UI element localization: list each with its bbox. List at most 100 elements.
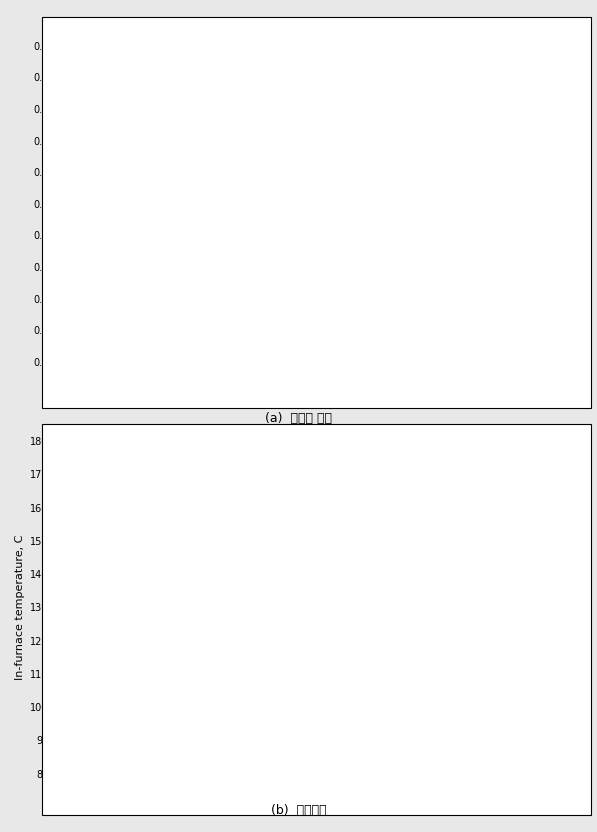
Line: #75 (Oxy-25/75-25-21/26.3-80.72)단무: #75 (Oxy-25/75-25-21/26.3-80.72)단무 [205,163,498,324]
#82 (Air-25/75-21-21/21-80.72)단무 [108,611,115,621]
#84 (Air-33/67-21-21/21-80.72)단무 [204,159,211,169]
#74 (Oxy-25/75-25-10/30-80.72)단무 [394,276,401,286]
#102 (Oxy-25/75-25-21/26.3-81.17)단무 [214,161,221,171]
#74 (Oxy-25/75-25-10/30-80.72)단무 [295,270,302,280]
#93 (Oxy-25/75-29-29/29-81.17)단무 [394,716,401,726]
#100 (Oxy-25/75-25-5/31.7-81.17)단무 [204,159,211,169]
Line: #84 (Air-33/67-21-21/21-80.72)단무: #84 (Air-33/67-21-21/21-80.72)단무 [205,162,498,326]
Text: (a)  전열량 분포: (a) 전열량 분포 [265,412,332,425]
#82 (Air-25/75-21-21/21-80.72)단무 [394,273,401,283]
#84 (Air-33/67-21-21/21-80.72)단무 [214,159,221,169]
#65 (Oxy-25/75-27-27/27-80.72)단무 [204,161,211,171]
#65 (Oxy-25/75-27-27/27-80.72)단무 [493,744,500,754]
#101 (Oxy-25/75-25-10/30-81.17)단무 [214,159,221,169]
#75 (Oxy-25/75-25-21/26.3-80.72)단무 [493,746,500,756]
Text: (b)  온도분포: (b) 온도분포 [270,804,327,817]
#84 (Air-33/67-21-21/21-80.72)단무 [394,697,401,707]
#101 (Oxy-25/75-25-10/30-81.17)단무 [394,703,401,713]
#74 (Oxy-25/75-25-10/30-80.72)단무 [214,171,221,181]
Line: #74 (Oxy-25/75-25-10/30-80.72)단무: #74 (Oxy-25/75-25-10/30-80.72)단무 [109,580,498,754]
#102 (Oxy-25/75-25-21/26.3-81.17)단무 [295,264,302,274]
#93 (Oxy-25/75-29-29/29-81.17)단무 [295,653,302,663]
#102 (Oxy-25/75-25-21/26.3-81.17)단무 [493,748,500,758]
#83 (Air-29/71-21-21/21-80.72)단무 [493,316,500,326]
#82 (Air-25/75-21-21/21-80.72)단무 [295,652,302,662]
Line: #93 (Oxy-25/75-29-29/29-81.17)단무: #93 (Oxy-25/75-29-29/29-81.17)단무 [205,154,498,324]
#82 (Air-25/75-21-21/21-80.72)단무 [394,711,401,721]
Y-axis label: In-furnace temperature, C: In-furnace temperature, C [15,535,24,680]
#93 (Oxy-25/75-29-29/29-81.17)단무 [212,604,219,614]
X-axis label: Downstream distance from burner, m: Downstream distance from burner, m [215,383,424,393]
#83 (Air-29/71-21-21/21-80.72)단무 [204,159,211,169]
#84 (Air-33/67-21-21/21-80.72)단무 [493,319,500,329]
#65 (Oxy-25/75-27-27/27-80.72)단무 [493,317,500,327]
Line: #102 (Oxy-25/75-25-21/26.3-81.17)단무: #102 (Oxy-25/75-25-21/26.3-81.17)단무 [109,613,498,755]
#100 (Oxy-25/75-25-5/31.7-81.17)단무 [108,566,115,576]
#100 (Oxy-25/75-25-5/31.7-81.17)단무 [212,609,219,619]
Line: #82 (Air-25/75-21-21/21-80.72)단무: #82 (Air-25/75-21-21/21-80.72)단무 [109,605,498,736]
#83 (Air-29/71-21-21/21-80.72)단무 [394,699,401,709]
Line: #65 (Oxy-25/75-27-27/27-80.72)단무: #65 (Oxy-25/75-27-27/27-80.72)단무 [205,163,498,324]
#65 (Oxy-25/75-27-27/27-80.72)단무 [394,716,401,726]
#84 (Air-33/67-21-21/21-80.72)단무 [212,602,219,612]
#65 (Oxy-25/75-27-27/27-80.72)단무 [394,275,401,285]
#82 (Air-25/75-21-21/21-80.72)단무 [295,264,302,274]
#100 (Oxy-25/75-25-5/31.7-81.17)단무 [295,652,302,662]
#65 (Oxy-25/75-27-27/27-80.72)단무 [108,601,115,611]
#75 (Oxy-25/75-25-21/26.3-80.72)단무 [295,264,302,274]
#65 (Oxy-25/75-27-27/27-80.72)단무 [214,161,221,171]
#75 (Oxy-25/75-25-21/26.3-80.72)단무 [214,161,221,171]
Line: #100 (Oxy-25/75-25-5/31.7-81.17)단무: #100 (Oxy-25/75-25-5/31.7-81.17)단무 [109,568,498,740]
Line: #65 (Oxy-25/75-27-27/27-80.72)단무: #65 (Oxy-25/75-27-27/27-80.72)단무 [109,603,498,751]
#100 (Oxy-25/75-25-5/31.7-81.17)단무 [214,159,221,169]
#75 (Oxy-25/75-25-21/26.3-80.72)단무 [394,276,401,286]
#82 (Air-25/75-21-21/21-80.72)단무 [493,317,500,327]
#82 (Air-25/75-21-21/21-80.72)단무 [493,729,500,739]
#101 (Oxy-25/75-25-10/30-81.17)단무 [212,614,219,624]
#74 (Oxy-25/75-25-10/30-80.72)단무 [493,746,500,756]
#93 (Oxy-25/75-29-29/29-81.17)단무 [493,316,500,326]
#82 (Air-25/75-21-21/21-80.72)단무 [204,159,211,169]
#84 (Air-33/67-21-21/21-80.72)단무 [295,264,302,274]
#74 (Oxy-25/75-25-10/30-80.72)단무 [204,171,211,181]
#102 (Oxy-25/75-25-21/26.3-81.17)단무 [394,713,401,723]
#100 (Oxy-25/75-25-5/31.7-81.17)단무 [295,262,302,272]
Line: #102 (Oxy-25/75-25-21/26.3-81.17)단무: #102 (Oxy-25/75-25-21/26.3-81.17)단무 [205,163,498,324]
#75 (Oxy-25/75-25-21/26.3-80.72)단무 [204,161,211,171]
Line: #100 (Oxy-25/75-25-5/31.7-81.17)단무: #100 (Oxy-25/75-25-5/31.7-81.17)단무 [205,162,498,324]
Line: #82 (Air-25/75-21-21/21-80.72)단무: #82 (Air-25/75-21-21/21-80.72)단무 [205,162,498,324]
#75 (Oxy-25/75-25-21/26.3-80.72)단무 [295,653,302,663]
#74 (Oxy-25/75-25-10/30-80.72)단무 [394,716,401,726]
#93 (Oxy-25/75-29-29/29-81.17)단무 [204,151,211,161]
#83 (Air-29/71-21-21/21-80.72)단무 [295,651,302,661]
#102 (Oxy-25/75-25-21/26.3-81.17)단무 [493,317,500,327]
#101 (Oxy-25/75-25-10/30-81.17)단무 [493,745,500,755]
Line: #75 (Oxy-25/75-25-21/26.3-80.72)단무: #75 (Oxy-25/75-25-21/26.3-80.72)단무 [109,595,498,754]
#102 (Oxy-25/75-25-21/26.3-81.17)단무 [108,611,115,621]
#93 (Oxy-25/75-29-29/29-81.17)단무 [108,551,115,561]
#100 (Oxy-25/75-25-5/31.7-81.17)단무 [493,317,500,327]
Line: #84 (Air-33/67-21-21/21-80.72)단무: #84 (Air-33/67-21-21/21-80.72)단무 [109,605,498,741]
#84 (Air-33/67-21-21/21-80.72)단무 [295,629,302,639]
#83 (Air-29/71-21-21/21-80.72)단무 [108,612,115,622]
#101 (Oxy-25/75-25-10/30-81.17)단무 [394,275,401,285]
#83 (Air-29/71-21-21/21-80.72)단무 [493,730,500,740]
Line: #74 (Oxy-25/75-25-10/30-80.72)단무: #74 (Oxy-25/75-25-10/30-80.72)단무 [205,173,498,329]
#100 (Oxy-25/75-25-5/31.7-81.17)단무 [493,732,500,742]
Line: #101 (Oxy-25/75-25-10/30-81.17)단무: #101 (Oxy-25/75-25-10/30-81.17)단무 [205,162,498,324]
#101 (Oxy-25/75-25-10/30-81.17)단무 [295,262,302,272]
#93 (Oxy-25/75-29-29/29-81.17)단무 [295,260,302,270]
#82 (Air-25/75-21-21/21-80.72)단무 [214,159,221,169]
#74 (Oxy-25/75-25-10/30-80.72)단무 [295,649,302,659]
#101 (Oxy-25/75-25-10/30-81.17)단무 [108,602,115,612]
#101 (Oxy-25/75-25-10/30-81.17)단무 [204,159,211,169]
#83 (Air-29/71-21-21/21-80.72)단무 [212,604,219,614]
#84 (Air-33/67-21-21/21-80.72)단무 [394,275,401,285]
Line: #101 (Oxy-25/75-25-10/30-81.17)단무: #101 (Oxy-25/75-25-10/30-81.17)단무 [109,605,498,752]
Line: #83 (Air-29/71-21-21/21-80.72)단무: #83 (Air-29/71-21-21/21-80.72)단무 [205,162,498,324]
#93 (Oxy-25/75-29-29/29-81.17)단무 [394,270,401,280]
#84 (Air-33/67-21-21/21-80.72)단무 [493,734,500,744]
#65 (Oxy-25/75-27-27/27-80.72)단무 [212,614,219,624]
#74 (Oxy-25/75-25-10/30-80.72)단무 [493,322,500,332]
#65 (Oxy-25/75-27-27/27-80.72)단무 [295,264,302,274]
